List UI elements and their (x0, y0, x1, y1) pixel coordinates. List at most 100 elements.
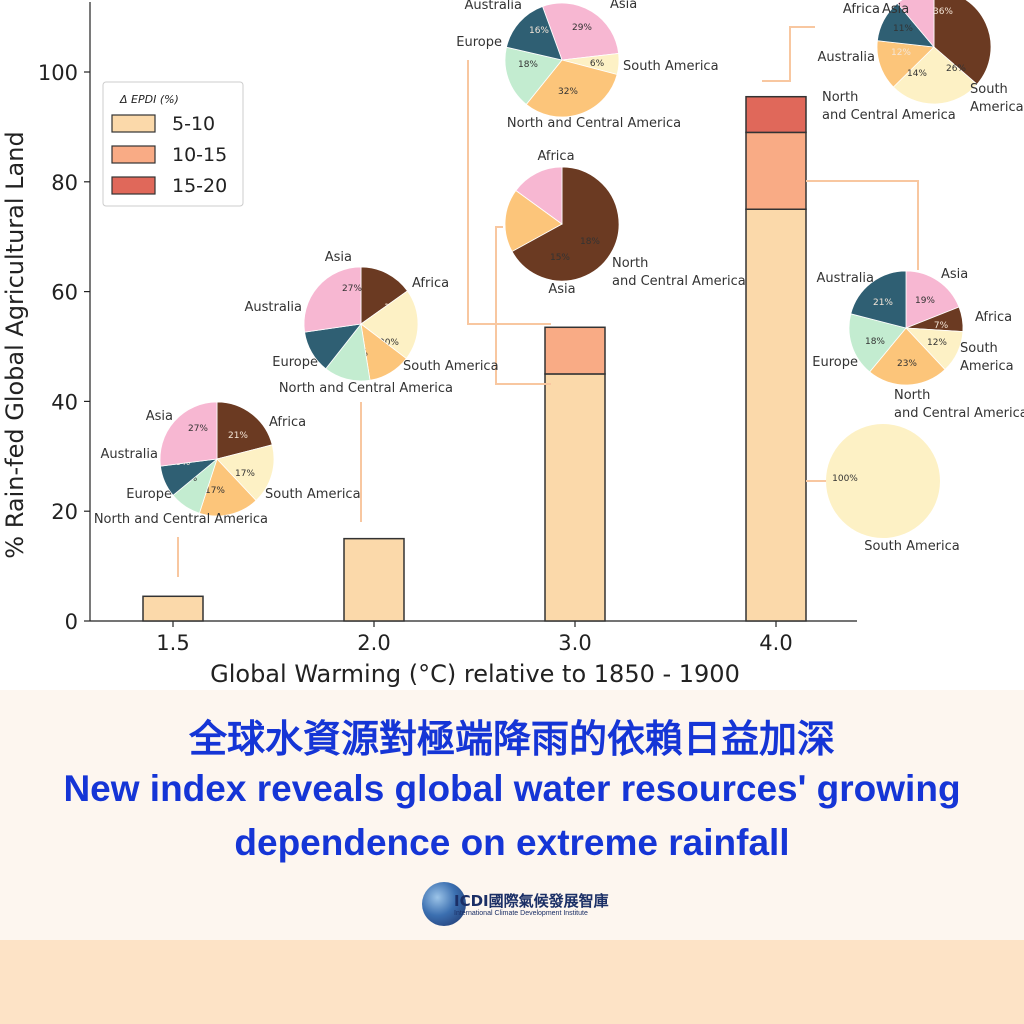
pie-region-label: North (822, 90, 858, 105)
pie-slice (198, 458, 257, 517)
pie-slice (216, 444, 275, 502)
legend-swatch (111, 145, 156, 164)
pie-region-label: America (970, 100, 1024, 115)
x-tick-label: 3.0 (558, 631, 591, 655)
y-tick-label: 40 (51, 390, 78, 414)
pie-region-label: and Central America (612, 274, 746, 289)
pie-region-label: North (612, 256, 648, 271)
caption-chinese: 全球水資源對極端降雨的依賴日益加深 (188, 717, 835, 761)
pie-region-label: Africa (537, 149, 574, 164)
pie-percent-label: 19% (915, 296, 935, 306)
pie-slice (892, 46, 978, 105)
y-tick-label: 100 (38, 61, 78, 85)
pie-percent-label: 21% (873, 298, 893, 308)
pie-percent-label: 36% (933, 7, 953, 17)
pie-percent-label: 20% (379, 338, 399, 348)
pie-slice (360, 266, 408, 325)
pie-slice (505, 5, 563, 61)
caption-english-line1: New index reveals global water resources… (63, 768, 961, 809)
legend-swatch (111, 176, 156, 195)
pie-percent-label: 12% (927, 338, 947, 348)
legend-swatch (111, 114, 156, 133)
pie-slice (511, 166, 620, 282)
x-tick-label: 1.5 (156, 631, 189, 655)
pie-percent-label: 16% (529, 26, 549, 36)
stacked-bar-chart: 0 20 40 60 80 100 1.5 2.0 3.0 4.0 Global Warming (… (1, 0, 1024, 688)
connector-line (495, 226, 551, 385)
pie-region-label: Africa (269, 415, 306, 430)
pie-region-label: North and Central America (279, 381, 453, 396)
pie-region-label: Europe (126, 487, 172, 502)
bottom-band (0, 940, 1024, 1024)
pie-region-label: Australia (244, 300, 302, 315)
pie-region-label: America (960, 359, 1014, 374)
pie-region-label: South America (265, 487, 361, 502)
pie-region-label: Europe (812, 355, 858, 370)
pie-region-label: Australia (100, 447, 158, 462)
pie-region-label: Australia (817, 50, 875, 65)
connector-line (467, 60, 551, 325)
pie-slice (876, 40, 935, 88)
pie-percent-label: 29% (572, 23, 592, 33)
pie-percent-label: 21% (228, 431, 248, 441)
bar-segment (544, 373, 606, 622)
connector-line (806, 180, 919, 270)
x-axis-label: Global Warming (°C) relative to 1850 - 1… (210, 660, 740, 688)
pie-slice (504, 46, 563, 105)
pie-region-label: Australia (816, 271, 874, 286)
pie-region-label: South America (864, 539, 960, 554)
pie-percent-label: 12% (891, 48, 911, 58)
pie-percent-label: 17% (205, 486, 225, 496)
y-tick-label: 80 (51, 171, 78, 195)
pie-percent-label: 11% (893, 24, 913, 34)
pie-region-label: Asia (548, 282, 575, 297)
pie-region-label: and Central America (894, 406, 1024, 421)
pie-region-label: Asia (941, 267, 968, 282)
pie-slice (905, 270, 960, 329)
pie-slice (826, 424, 940, 538)
pie-region-label: South America (403, 359, 499, 374)
bar-segment (343, 537, 405, 622)
icdi-logo: ICDI國際氣候發展智庫 International Climate Devel… (422, 880, 622, 930)
pie-region-label: Asia (325, 250, 352, 265)
pie-percent-label: 27% (188, 424, 208, 434)
pie-slice (303, 266, 362, 333)
pie-slice (541, 2, 620, 61)
pie-slice (525, 59, 618, 118)
y-tick-label: 20 (51, 500, 78, 524)
pie-percent-label: 18% (580, 237, 600, 247)
pie-region-label: and Central America (822, 108, 956, 123)
pie-region-label: South (970, 82, 1008, 97)
pie-percent-label: 17% (235, 469, 255, 479)
pie-percent-label: 6% (590, 59, 605, 69)
legend-label: 15-20 (172, 175, 227, 197)
bar-segment (745, 208, 807, 622)
x-tick-label: 4.0 (759, 631, 792, 655)
pie-percent-label: 18% (518, 60, 538, 70)
bar-segment (745, 131, 807, 210)
pie-percent-label: 27% (342, 284, 362, 294)
bar-segment (142, 595, 204, 622)
pie-slice (896, 0, 935, 49)
logo-title: ICDI國際氣候發展智庫 (454, 892, 609, 910)
pie-region-label: Asia (610, 0, 637, 12)
pie-slice (848, 313, 907, 373)
legend-box (102, 81, 244, 207)
bar-segment (544, 326, 606, 375)
bar-segment (745, 95, 807, 134)
y-tick-label: 0 (65, 610, 78, 634)
pie-region-label: Africa (412, 276, 449, 291)
pie-slice (216, 401, 273, 460)
caption-band (0, 690, 1024, 940)
x-tick-label: 2.0 (357, 631, 390, 655)
pie-slice (360, 290, 419, 360)
logo-subtitle: International Climate Development Instit… (454, 910, 588, 917)
pie-percent-label: 23% (897, 359, 917, 369)
pie-region-label: North (894, 388, 930, 403)
pie-slice (159, 401, 218, 467)
pie-region-label: Asia (882, 2, 909, 17)
pie-region-label: Asia (146, 409, 173, 424)
pie-slice (504, 189, 563, 253)
pie-percent-label: 14% (907, 69, 927, 79)
pie-percent-label: 26% (946, 64, 966, 74)
